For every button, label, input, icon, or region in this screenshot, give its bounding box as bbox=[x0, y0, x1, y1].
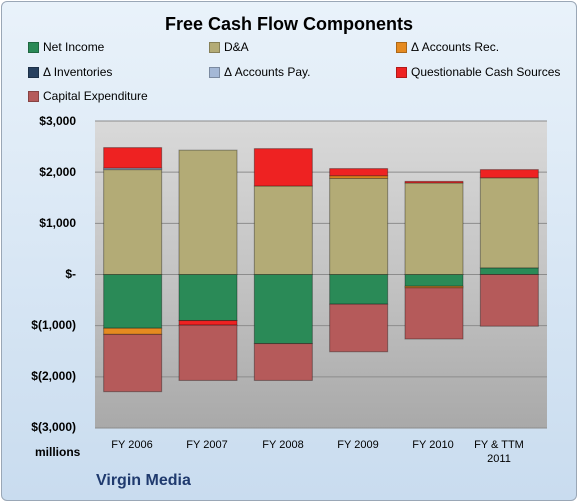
legend-label: D&A bbox=[224, 40, 249, 54]
legend-label: Questionable Cash Sources bbox=[411, 65, 561, 79]
bar-segment bbox=[479, 267, 539, 275]
bar-segment bbox=[253, 274, 313, 345]
bar-segment bbox=[103, 147, 163, 169]
bar-segment bbox=[479, 177, 539, 269]
bar-segment bbox=[479, 169, 539, 179]
legend-item-net-income: Net Income bbox=[28, 40, 104, 54]
bar-segment bbox=[253, 343, 313, 381]
legend-swatch bbox=[396, 66, 407, 78]
legend-item-accounts-rec: Δ Accounts Rec. bbox=[396, 40, 499, 54]
y-tick-label: $(2,000) bbox=[31, 369, 76, 383]
company-name: Virgin Media bbox=[96, 472, 191, 489]
x-tick-label: FY 2010 bbox=[412, 439, 454, 451]
y-tick-label: $(1,000) bbox=[31, 318, 76, 332]
bar-segment bbox=[404, 287, 464, 340]
legend-label: Capital Expenditure bbox=[43, 89, 148, 103]
legend-item-capex: Capital Expenditure bbox=[28, 89, 148, 103]
bar-segment bbox=[404, 274, 464, 287]
bar-segment bbox=[103, 333, 163, 393]
legend-item-inventories: Δ Inventories bbox=[28, 65, 112, 79]
x-tick-label: FY 2008 bbox=[262, 439, 304, 451]
y-tick-label: $(3,000) bbox=[31, 420, 76, 434]
bar-segment bbox=[253, 185, 313, 276]
chart-title: Free Cash Flow Components bbox=[164, 14, 414, 34]
bar-segment bbox=[178, 320, 238, 326]
legend-item-accounts-pay: Δ Accounts Pay. bbox=[209, 65, 311, 79]
bar-segment bbox=[178, 324, 238, 381]
x-tick-label: FY & TTM 2011 bbox=[474, 439, 524, 465]
legend-item-questionable: Questionable Cash Sources bbox=[396, 65, 560, 79]
x-tick-label: FY 2006 bbox=[111, 439, 153, 451]
legend-swatch bbox=[209, 41, 220, 53]
bar-segment bbox=[103, 169, 163, 276]
bar-segment bbox=[178, 149, 238, 275]
legend-swatch bbox=[396, 41, 407, 53]
bar-segment bbox=[103, 327, 163, 335]
legend-swatch bbox=[209, 66, 220, 78]
y-tick-label: $3,000 bbox=[39, 114, 76, 128]
bar-segment bbox=[329, 168, 389, 177]
legend-label: Δ Accounts Rec. bbox=[411, 40, 500, 54]
legend-item-da: D&A bbox=[209, 40, 249, 54]
y-tick-label: $1,000 bbox=[39, 216, 76, 230]
y-tick-label: $2,000 bbox=[39, 165, 76, 179]
bar-segment bbox=[329, 303, 389, 353]
bar-segment bbox=[404, 182, 464, 275]
bar-segment bbox=[103, 274, 163, 329]
bar-segment bbox=[329, 274, 389, 305]
legend-swatch bbox=[28, 90, 39, 102]
bar-segment bbox=[178, 274, 238, 322]
units-label: millions bbox=[35, 445, 81, 459]
bar-segment bbox=[479, 274, 539, 327]
y-tick-label: $- bbox=[65, 267, 76, 281]
legend-swatch bbox=[28, 41, 39, 53]
legend-swatch bbox=[28, 66, 39, 78]
legend-label: Δ Accounts Pay. bbox=[224, 65, 311, 79]
legend-label: Net Income bbox=[43, 40, 105, 54]
bar-segment bbox=[329, 177, 389, 276]
bar-segment bbox=[253, 148, 313, 187]
legend-label: Δ Inventories bbox=[43, 65, 113, 79]
x-tick-label: FY 2009 bbox=[337, 439, 379, 451]
x-tick-label: FY 2007 bbox=[186, 439, 228, 451]
bar-segment bbox=[404, 180, 464, 184]
